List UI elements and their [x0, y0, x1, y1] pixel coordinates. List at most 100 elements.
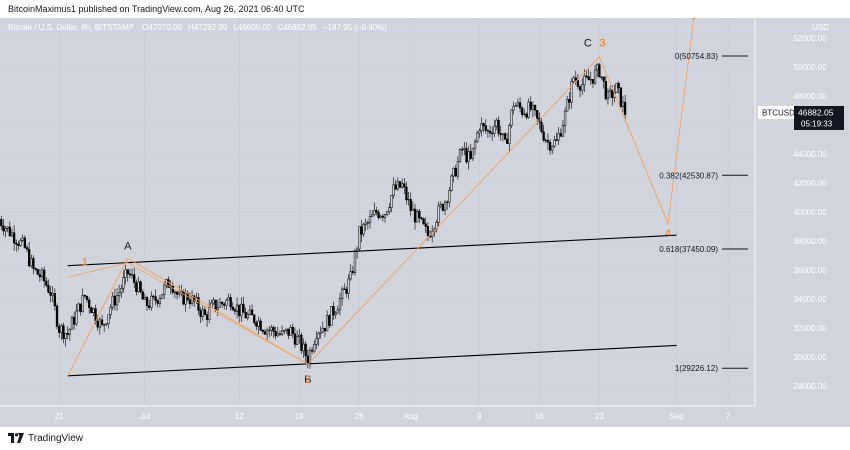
candle-body — [145, 297, 149, 307]
candle-body — [96, 320, 99, 328]
candle-body — [130, 274, 134, 276]
candle-body — [143, 297, 147, 300]
candle-body — [32, 258, 35, 269]
tradingview-logo-icon — [8, 433, 24, 443]
candle-body — [398, 181, 402, 188]
candle-body — [411, 208, 415, 211]
candle-body — [480, 123, 483, 131]
legend-open-label: O — [142, 23, 148, 32]
legend-high-label: H — [188, 23, 194, 32]
candle-body — [377, 212, 380, 218]
candle-body — [306, 355, 309, 364]
candle-body — [175, 291, 179, 295]
candle-body — [268, 329, 271, 332]
candle-body — [619, 87, 622, 108]
time-axis[interactable]: 21 Jul 12 19 26 Aug 9 16 23 Sep 7 — [55, 412, 731, 421]
candle-body — [178, 292, 181, 295]
price-tag-value: 46882.05 — [798, 108, 834, 118]
candle-body — [283, 330, 286, 332]
fib-level-label: 0.618(37450.09) — [659, 245, 718, 254]
candle-body — [353, 251, 357, 273]
candle-body — [422, 218, 425, 225]
candle-body — [45, 280, 48, 286]
wave-label: 2 — [305, 374, 311, 386]
candle-body — [529, 101, 532, 110]
candle-body — [373, 210, 376, 216]
candle-body — [546, 140, 550, 143]
candle-body — [171, 285, 174, 293]
candle-body — [508, 125, 511, 144]
candle-body — [60, 325, 63, 333]
candle-body — [212, 299, 215, 304]
candlestick-chart[interactable]: 0(50754.83) 0.382(42530.87) 0.618(37450.09… — [0, 10, 850, 427]
candle-body — [66, 333, 69, 335]
candle-body — [107, 314, 110, 325]
candle-body — [79, 303, 82, 312]
candle-body — [334, 312, 337, 316]
candle-body — [315, 338, 318, 345]
candle-body — [523, 113, 526, 116]
candle-body — [229, 297, 232, 308]
candle-body — [362, 224, 365, 235]
candle-body — [58, 326, 61, 333]
y-tick-label: 34000.00 — [793, 295, 827, 304]
candle-body — [274, 331, 277, 337]
candle-body — [328, 315, 331, 326]
wave-label: 4 — [665, 228, 671, 240]
candle-body — [463, 148, 466, 150]
candle-body — [467, 151, 470, 163]
candle-body — [572, 77, 575, 82]
candle-body — [233, 309, 237, 312]
last-price-tag: BTCUSD 46882.05 05:19:33 — [758, 106, 844, 130]
candle-body — [137, 281, 140, 292]
candle-body — [553, 139, 556, 147]
y-tick-label: 30000.00 — [793, 353, 827, 362]
candle-body — [90, 307, 93, 314]
candle-body — [396, 181, 400, 190]
candle-body — [383, 214, 387, 218]
candle-body — [227, 297, 230, 301]
x-tick-label: 12 — [235, 412, 244, 421]
candle-body — [231, 306, 234, 311]
candle-body — [23, 237, 27, 248]
candle-body — [525, 113, 528, 118]
candle-body — [253, 314, 256, 323]
candle-body — [566, 99, 569, 112]
y-tick-label: 52000.00 — [793, 34, 827, 43]
price-axis-bg — [755, 18, 850, 427]
candle-body — [491, 132, 494, 135]
candle-body — [405, 186, 408, 201]
candle-body — [450, 175, 453, 191]
fib-level-label: 0.382(42530.87) — [659, 171, 718, 180]
candle-body — [55, 305, 59, 327]
currency-label: USD — [812, 23, 829, 32]
candle-body — [578, 86, 582, 91]
drawings: 0(50754.83) 0.382(42530.87) 0.618(37450.09… — [67, 19, 748, 377]
candle-body — [152, 295, 155, 298]
candle-body — [295, 336, 299, 345]
candle-body — [214, 299, 217, 310]
legend-symbol: Bitcoin / U.S. Dollar, 6h, BITSTAMP — [8, 23, 134, 32]
candle-body — [452, 167, 455, 177]
candle-body — [304, 343, 307, 357]
candle-body — [133, 274, 136, 283]
y-tick-label: 28000.00 — [793, 382, 827, 391]
x-tick-label: Jul — [140, 412, 150, 421]
candle-body — [115, 295, 119, 306]
candle-body — [576, 79, 580, 87]
candle-body — [188, 299, 192, 304]
candle-body — [280, 330, 284, 335]
candle-body — [585, 75, 588, 78]
candle-body — [298, 334, 301, 337]
candle-body — [349, 270, 352, 280]
price-axis[interactable]: 28000.00 30000.00 32000.00 34000.00 36000.00… — [0, 18, 827, 407]
candle-body — [270, 327, 273, 331]
y-tick-label: 48000.00 — [793, 92, 827, 101]
candle-body — [587, 76, 590, 81]
legend-open: 47070.00 — [148, 23, 182, 32]
candle-body — [533, 104, 537, 111]
candle-body — [205, 314, 209, 320]
y-tick-label: 32000.00 — [793, 324, 827, 333]
candle-body — [615, 82, 618, 93]
candle-body — [521, 107, 524, 115]
